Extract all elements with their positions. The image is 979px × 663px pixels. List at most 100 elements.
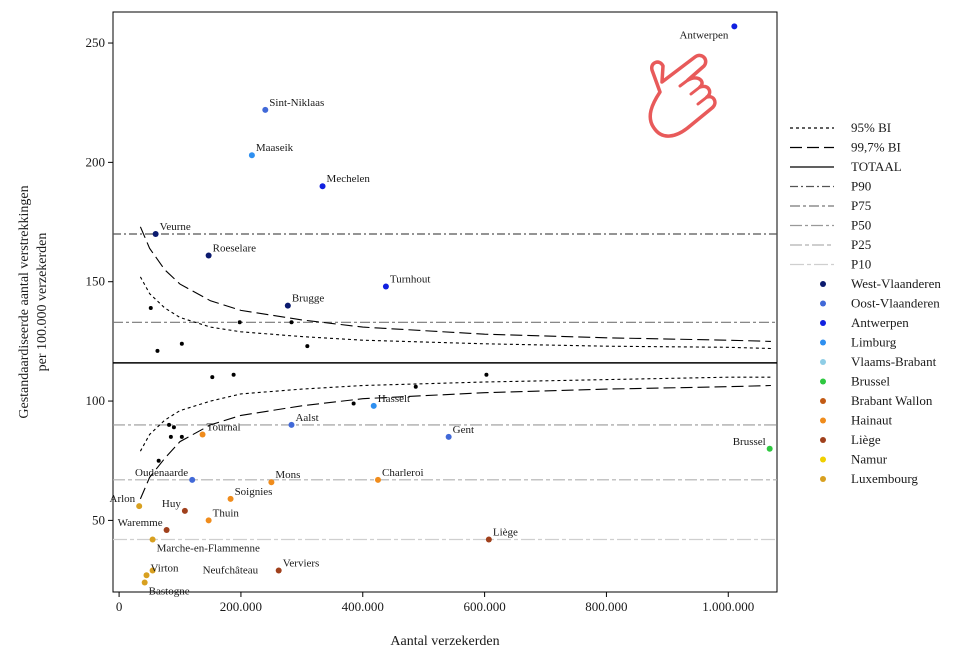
data-point bbox=[319, 183, 326, 190]
unlabeled-point bbox=[305, 344, 310, 349]
data-point bbox=[199, 431, 206, 438]
point-label: Brugge bbox=[292, 293, 325, 305]
data-point bbox=[766, 445, 773, 452]
legend-item-label: P90 bbox=[851, 179, 871, 194]
ci95-lower-curve bbox=[139, 376, 771, 452]
unlabeled-point bbox=[413, 384, 418, 389]
x-axis-label: Aantal verzekerden bbox=[390, 634, 499, 649]
unlabeled-point bbox=[179, 341, 184, 346]
y-tick-label: 200 bbox=[86, 154, 106, 169]
hand-pointer-icon bbox=[648, 53, 717, 138]
legend-item-label: P10 bbox=[851, 257, 871, 272]
unlabeled-point bbox=[231, 372, 236, 377]
point-label: Arlon bbox=[110, 493, 136, 505]
confidence-bands bbox=[139, 226, 771, 500]
unlabeled-point bbox=[156, 458, 161, 463]
legend-item-label: P25 bbox=[851, 237, 871, 252]
point-label: Maaseik bbox=[256, 142, 294, 154]
legend-marker bbox=[820, 359, 826, 365]
legend-item-label: Liège bbox=[851, 432, 881, 447]
point-label: Virton bbox=[151, 562, 180, 574]
point-label: Waremme bbox=[118, 517, 163, 529]
data-point bbox=[189, 476, 196, 483]
point-label: Liège bbox=[493, 526, 518, 538]
legend-item-label: Namur bbox=[851, 452, 888, 467]
data-point bbox=[205, 517, 212, 524]
unlabeled-point bbox=[167, 422, 172, 427]
point-label: Tournai bbox=[207, 421, 241, 433]
point-label: Oudenaarde bbox=[135, 467, 188, 479]
data-point bbox=[445, 433, 452, 440]
y-axis-label-line: per 100.000 verzekerden bbox=[35, 233, 50, 372]
axes: 0 200.000 400.000 600.000 800.000 1.000.000 50… bbox=[86, 35, 755, 614]
legend-item-label: P75 bbox=[851, 198, 871, 213]
point-label: Mechelen bbox=[327, 173, 371, 185]
data-point bbox=[205, 252, 212, 259]
unlabeled-point bbox=[210, 375, 215, 380]
data-point bbox=[181, 507, 188, 514]
data-point bbox=[136, 503, 143, 510]
point-label: Veurne bbox=[160, 221, 191, 233]
legend-marker bbox=[820, 456, 826, 463]
legend-item-label: West-Vlaanderen bbox=[851, 276, 941, 291]
legend-item-label: TOTAAL bbox=[851, 159, 902, 174]
unlabeled-point bbox=[289, 320, 294, 325]
point-label: Verviers bbox=[283, 558, 320, 570]
data-point bbox=[163, 526, 170, 533]
unlabeled-point bbox=[168, 434, 173, 439]
legend-item-label: Hainaut bbox=[851, 413, 893, 428]
x-tick-label: 1.000.000 bbox=[702, 599, 754, 614]
legend-item-label: P50 bbox=[851, 218, 871, 233]
unlabeled-point bbox=[171, 425, 176, 430]
unlabeled-point bbox=[179, 434, 184, 439]
unlabeled-point bbox=[351, 401, 356, 406]
y-tick-label: 150 bbox=[86, 274, 106, 289]
data-point bbox=[288, 421, 295, 428]
legend-item-label: Oost-Vlaanderen bbox=[851, 296, 940, 311]
y-axis-label-line: Gestandaardiseerde aantal verstrekkingen bbox=[17, 185, 32, 418]
point-label: Mons bbox=[275, 469, 300, 481]
x-tick-label: 0 bbox=[116, 599, 123, 614]
legend-marker bbox=[820, 476, 826, 482]
ci997-lower-curve bbox=[139, 384, 771, 500]
point-label: Huy bbox=[162, 498, 181, 510]
ci997-upper-curve bbox=[139, 226, 771, 342]
legend-item-label: Brussel bbox=[851, 374, 890, 389]
x-tick-label: 400.000 bbox=[342, 599, 384, 614]
plot-frame bbox=[112, 11, 778, 593]
legend-item-label: Vlaams-Brabant bbox=[851, 354, 937, 369]
point-label: Roeselare bbox=[213, 242, 256, 254]
data-point bbox=[149, 536, 156, 543]
legend-item-label: Limburg bbox=[851, 335, 897, 350]
point-label: Thuin bbox=[213, 507, 240, 519]
legend-item-label: 99,7% BI bbox=[851, 140, 901, 155]
unlabeled-point bbox=[155, 348, 160, 353]
legend-marker bbox=[820, 320, 826, 326]
data-point bbox=[284, 302, 291, 309]
data-point bbox=[227, 495, 234, 502]
x-tick-label: 600.000 bbox=[463, 599, 505, 614]
point-label: Antwerpen bbox=[679, 29, 728, 41]
unlabeled-point bbox=[148, 305, 153, 310]
data-point bbox=[262, 106, 269, 113]
legend-marker bbox=[820, 417, 826, 424]
percentile-lines bbox=[113, 233, 777, 541]
point-label: Turnhout bbox=[390, 273, 431, 285]
data-point bbox=[143, 572, 150, 579]
data-point bbox=[275, 567, 282, 574]
legend-item-label: 95% BI bbox=[851, 120, 891, 135]
data-point bbox=[485, 536, 492, 543]
x-tick-label: 200.000 bbox=[220, 599, 262, 614]
ci95-upper-curve bbox=[139, 276, 771, 350]
point-label: Sint-Niklaas bbox=[269, 97, 324, 109]
data-point bbox=[382, 283, 389, 290]
legend-marker bbox=[820, 398, 826, 404]
unlabeled-point bbox=[484, 372, 489, 377]
x-tick-label: 800.000 bbox=[585, 599, 627, 614]
legend: 95% BI 99,7% BI TOTAAL P90 P75 P50 P25 P10 West-… bbox=[790, 120, 941, 486]
point-label: Charleroi bbox=[382, 467, 424, 479]
data-point bbox=[370, 402, 377, 409]
point-label: Neufchâteau bbox=[203, 565, 259, 577]
point-label: Hasselt bbox=[378, 393, 410, 405]
